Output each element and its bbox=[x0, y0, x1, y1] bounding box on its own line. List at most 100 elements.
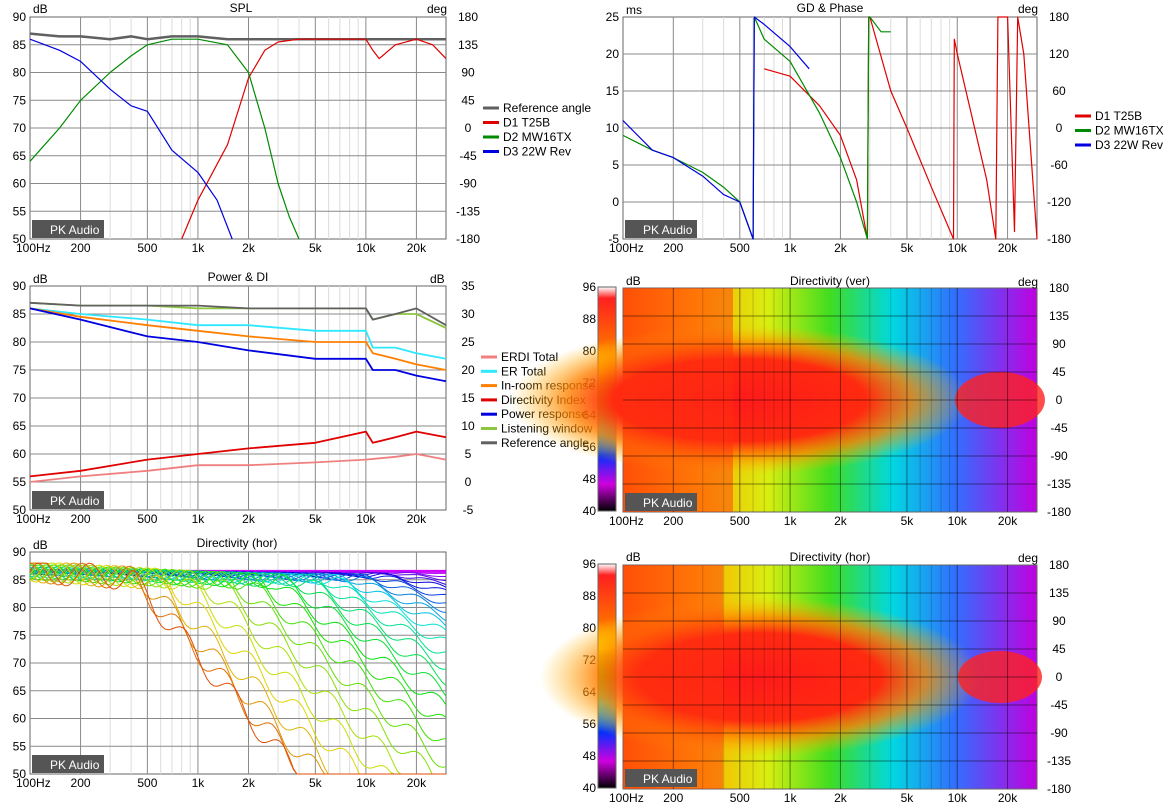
dv-x-tick-label: 5k bbox=[901, 514, 915, 528]
spl-x-tick-label: 10k bbox=[356, 241, 376, 255]
gd-x-tick-label: 5k bbox=[901, 241, 915, 255]
dv-y2-tick-label: 45 bbox=[1052, 365, 1066, 379]
gd-y2-tick-label: 60 bbox=[1052, 84, 1066, 98]
dv-y2-tick-label: -90 bbox=[1050, 449, 1068, 463]
pw-y2-tick-label: 20 bbox=[461, 363, 475, 377]
dh-x-tick-label: 1k bbox=[192, 776, 206, 790]
dirv-grid bbox=[623, 288, 1037, 512]
dh-x-tick-label: 20k bbox=[407, 776, 427, 790]
spl-y-tick-label: 50 bbox=[13, 232, 27, 246]
series-line-reference-angle bbox=[29, 301, 447, 326]
dirv-ylabel: dB bbox=[626, 274, 641, 288]
color-scale-label: 40 bbox=[583, 781, 597, 795]
pw-x-tick-label: 100Hz bbox=[16, 512, 51, 526]
gd-y2-tick-label: 180 bbox=[1049, 10, 1069, 24]
dv-y2-tick-label: 180 bbox=[1049, 281, 1069, 295]
color-scale-label: 96 bbox=[583, 557, 597, 571]
dirv-y2-ticks: 180 135 90 45 0 -45 -90 -135 -180 bbox=[1047, 281, 1071, 519]
pw-y-tick-label: 55 bbox=[13, 475, 27, 489]
series-line-er-total bbox=[29, 307, 447, 360]
dv-y2-tick-label: -45 bbox=[1050, 421, 1068, 435]
dhm-y2-tick-label: 90 bbox=[1052, 614, 1066, 628]
gd-grid bbox=[623, 17, 1037, 239]
pw-x-tick-label: 5k bbox=[309, 512, 323, 526]
gd-watermark: PK Audio bbox=[625, 220, 697, 238]
dirh-watermark-text: PK Audio bbox=[50, 758, 100, 772]
color-scale-label: 88 bbox=[583, 312, 597, 326]
spl-y-tick-label: 65 bbox=[13, 149, 27, 163]
gd-x-tick-label: 20k bbox=[998, 241, 1018, 255]
dirv-watermark: PK Audio bbox=[625, 493, 697, 511]
spl-y2-tick-label: 45 bbox=[461, 93, 475, 107]
gd-x-tick-label: 2k bbox=[834, 241, 848, 255]
spl-y2-tick-label: -90 bbox=[459, 177, 477, 191]
dh-x-tick-label: 10k bbox=[356, 776, 376, 790]
spl-y-tick-label: 80 bbox=[13, 66, 27, 80]
pw-y-tick-label: 70 bbox=[13, 391, 27, 405]
gd-y2-tick-label: 120 bbox=[1049, 47, 1069, 61]
dirh-curve bbox=[29, 564, 447, 697]
pw-y-tick-label: 90 bbox=[13, 279, 27, 293]
dv-y2-tick-label: -135 bbox=[1047, 477, 1071, 491]
spl-x-tick-label: 100Hz bbox=[16, 241, 51, 255]
dv-x-tick-label: 20k bbox=[998, 514, 1018, 528]
dirhm-x-ticks: 100Hz 200 500 1k 2k 5k 10k 20k bbox=[609, 791, 1018, 805]
spl-y-tick-label: 60 bbox=[13, 177, 27, 191]
series-line-d3-22w-rev bbox=[622, 16, 810, 240]
series-line-directivity-index bbox=[29, 430, 447, 478]
dirhm-y2-ticks: 180 135 90 45 0 -45 -90 -135 -180 bbox=[1047, 558, 1071, 796]
gd-ylabel: ms bbox=[626, 3, 642, 17]
spl-plot-area bbox=[29, 16, 447, 240]
dirhm-watermark-text: PK Audio bbox=[643, 772, 693, 786]
spl-x-tick-label: 5k bbox=[309, 241, 323, 255]
pw-y2-tick-label: 15 bbox=[461, 391, 475, 405]
spl-y2label: deg bbox=[427, 2, 447, 16]
color-scale-label: 96 bbox=[583, 280, 597, 294]
legend-label: ERDI Total bbox=[501, 350, 558, 364]
legend-label: D2 MW16TX bbox=[1095, 124, 1164, 138]
series-line-power-response bbox=[29, 307, 447, 383]
power-ylabel: dB bbox=[33, 272, 48, 286]
power-y2-ticks: 35 30 25 20 15 10 5 0 -5 bbox=[461, 279, 475, 517]
dirv-y2label: deg bbox=[1018, 275, 1038, 289]
dirh-curve bbox=[29, 564, 447, 706]
dh-y-tick-label: 50 bbox=[13, 767, 27, 781]
power-watermark-text: PK Audio bbox=[50, 494, 100, 508]
power-x-ticks: 100Hz 200 500 1k 2k 5k 10k 20k bbox=[16, 512, 427, 526]
dh-y-tick-label: 85 bbox=[13, 573, 27, 587]
dv-x-tick-label: 100Hz bbox=[609, 514, 644, 528]
dh-y-tick-label: 60 bbox=[13, 712, 27, 726]
spl-x-ticks: 100Hz 200 500 1k 2k 5k 10k 20k bbox=[16, 241, 427, 255]
spl-y-tick-label: 75 bbox=[13, 93, 27, 107]
spl-y-ticks: 90 85 80 75 70 65 60 55 50 bbox=[13, 10, 27, 246]
gd-x-tick-label: 1k bbox=[784, 241, 798, 255]
dirh-lines bbox=[29, 562, 447, 775]
dirh-ylabel: dB bbox=[33, 538, 48, 552]
dirh-curve bbox=[29, 564, 447, 686]
pw-y2-tick-label: 35 bbox=[461, 279, 475, 293]
dhm-x-tick-label: 500 bbox=[730, 791, 750, 805]
gd-y-tick-label: 15 bbox=[606, 84, 620, 98]
dhm-x-tick-label: 200 bbox=[663, 791, 683, 805]
dirhm-grid bbox=[623, 565, 1037, 789]
spl-y-tick-label: 70 bbox=[13, 121, 27, 135]
gd-watermark-text: PK Audio bbox=[643, 223, 693, 237]
pw-x-tick-label: 500 bbox=[137, 512, 157, 526]
spl-watermark: PK Audio bbox=[32, 220, 104, 238]
gd-x-ticks: 100Hz 200 500 1k 2k 5k 10k 20k bbox=[609, 241, 1018, 255]
spl-x-tick-label: 20k bbox=[407, 241, 427, 255]
power-y2label: dB bbox=[430, 272, 445, 286]
gd-y2-tick-label: -60 bbox=[1050, 158, 1068, 172]
dhm-y2-tick-label: 135 bbox=[1049, 586, 1069, 600]
dhm-y2-tick-label: -135 bbox=[1047, 754, 1071, 768]
dhm-y2-tick-label: -180 bbox=[1047, 782, 1071, 796]
spl-lines bbox=[29, 32, 447, 240]
legend-label: D3 22W Rev bbox=[1095, 138, 1163, 152]
dh-x-tick-label: 2k bbox=[242, 776, 256, 790]
series-line-d3-22w-rev bbox=[29, 38, 233, 240]
dv-x-tick-label: 500 bbox=[730, 514, 750, 528]
pw-y2-tick-label: 5 bbox=[465, 447, 472, 461]
